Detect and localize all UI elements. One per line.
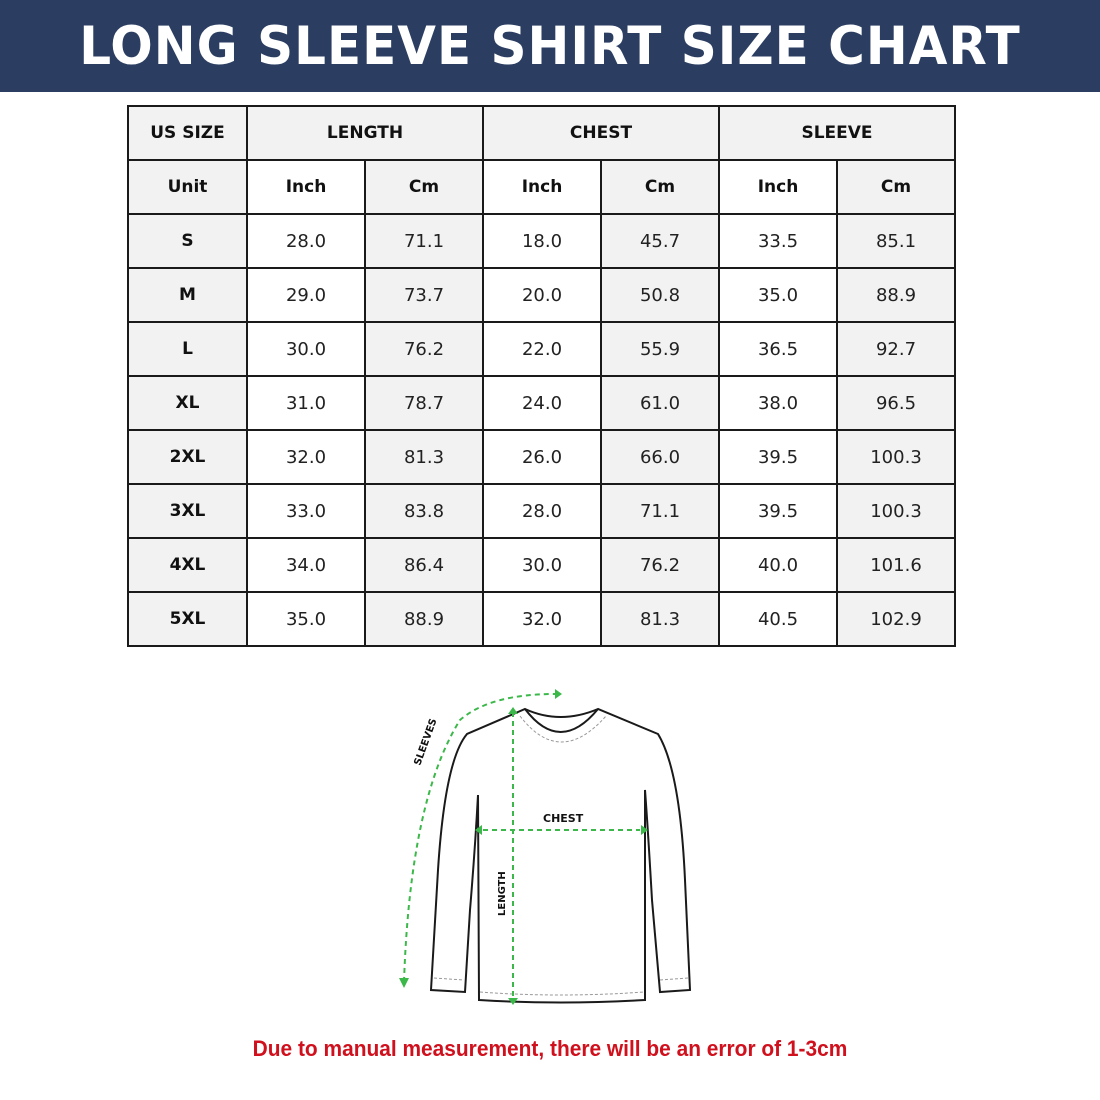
value-cell: 83.8	[364, 483, 484, 539]
value-cell: 55.9	[600, 321, 720, 377]
size-cell: M	[127, 267, 248, 323]
value-cell: 102.9	[836, 591, 956, 647]
value-cell: 29.0	[246, 267, 366, 323]
header-row: US SIZE LENGTH CHEST SLEEVE	[127, 105, 956, 161]
table-row: 2XL 32.0 81.3 26.0 66.0 39.5 100.3	[127, 429, 956, 485]
size-cell: L	[127, 321, 248, 377]
size-cell: XL	[127, 375, 248, 431]
value-cell: 20.0	[482, 267, 602, 323]
value-cell: 31.0	[246, 375, 366, 431]
table-row: 5XL 35.0 88.9 32.0 81.3 40.5 102.9	[127, 591, 956, 647]
value-cell: 71.1	[600, 483, 720, 539]
value-cell: 100.3	[836, 429, 956, 485]
value-cell: 45.7	[600, 213, 720, 269]
value-cell: 81.3	[364, 429, 484, 485]
value-cell: 100.3	[836, 483, 956, 539]
shirt-outline	[429, 707, 692, 1004]
sleeves-label: SLEEVES	[412, 717, 439, 767]
value-cell: 88.9	[364, 591, 484, 647]
value-cell: 34.0	[246, 537, 366, 593]
size-cell: 3XL	[127, 483, 248, 539]
value-cell: 71.1	[364, 213, 484, 269]
table-row: XL 31.0 78.7 24.0 61.0 38.0 96.5	[127, 375, 956, 431]
unit-header: Inch	[246, 159, 366, 215]
unit-header: Cm	[600, 159, 720, 215]
unit-header: Cm	[836, 159, 956, 215]
value-cell: 30.0	[246, 321, 366, 377]
value-cell: 22.0	[482, 321, 602, 377]
unit-row: Unit Inch Cm Inch Cm Inch Cm	[127, 159, 956, 215]
value-cell: 30.0	[482, 537, 602, 593]
value-cell: 96.5	[836, 375, 956, 431]
value-cell: 101.6	[836, 537, 956, 593]
page-title: LONG SLEEVE SHIRT SIZE CHART	[79, 15, 1021, 77]
column-group-header: US SIZE	[127, 105, 248, 161]
size-cell: 5XL	[127, 591, 248, 647]
value-cell: 39.5	[718, 429, 838, 485]
value-cell: 28.0	[482, 483, 602, 539]
value-cell: 24.0	[482, 375, 602, 431]
unit-header: Unit	[127, 159, 248, 215]
value-cell: 86.4	[364, 537, 484, 593]
value-cell: 50.8	[600, 267, 720, 323]
value-cell: 88.9	[836, 267, 956, 323]
value-cell: 36.5	[718, 321, 838, 377]
table-row: S 28.0 71.1 18.0 45.7 33.5 85.1	[127, 213, 956, 269]
value-cell: 78.7	[364, 375, 484, 431]
table-row: 3XL 33.0 83.8 28.0 71.1 39.5 100.3	[127, 483, 956, 539]
value-cell: 18.0	[482, 213, 602, 269]
value-cell: 73.7	[364, 267, 484, 323]
unit-header: Inch	[482, 159, 602, 215]
value-cell: 92.7	[836, 321, 956, 377]
value-cell: 35.0	[246, 591, 366, 647]
value-cell: 76.2	[600, 537, 720, 593]
table-row: 4XL 34.0 86.4 30.0 76.2 40.0 101.6	[127, 537, 956, 593]
size-cell: 2XL	[127, 429, 248, 485]
unit-header: Inch	[718, 159, 838, 215]
chest-label: CHEST	[543, 812, 584, 825]
value-cell: 32.0	[246, 429, 366, 485]
table-row: L 30.0 76.2 22.0 55.9 36.5 92.7	[127, 321, 956, 377]
size-cell: 4XL	[127, 537, 248, 593]
column-group-header: CHEST	[482, 105, 720, 161]
table-row: M 29.0 73.7 20.0 50.8 35.0 88.9	[127, 267, 956, 323]
value-cell: 85.1	[836, 213, 956, 269]
value-cell: 26.0	[482, 429, 602, 485]
value-cell: 28.0	[246, 213, 366, 269]
value-cell: 39.5	[718, 483, 838, 539]
measurement-note: Due to manual measurement, there will be…	[252, 1036, 848, 1061]
size-cell: S	[127, 213, 248, 269]
shirt-diagram: SLEEVES CHEST LENGTH	[399, 689, 692, 1005]
value-cell: 81.3	[600, 591, 720, 647]
value-cell: 40.0	[718, 537, 838, 593]
column-group-header: SLEEVE	[718, 105, 956, 161]
value-cell: 32.0	[482, 591, 602, 647]
value-cell: 66.0	[600, 429, 720, 485]
length-label: LENGTH	[497, 871, 508, 916]
value-cell: 33.0	[246, 483, 366, 539]
value-cell: 38.0	[718, 375, 838, 431]
value-cell: 33.5	[718, 213, 838, 269]
title-banner: LONG SLEEVE SHIRT SIZE CHART	[0, 0, 1100, 92]
value-cell: 40.5	[718, 591, 838, 647]
measure-arrows	[403, 693, 640, 1000]
value-cell: 61.0	[600, 375, 720, 431]
value-cell: 35.0	[718, 267, 838, 323]
column-group-header: LENGTH	[246, 105, 484, 161]
value-cell: 76.2	[364, 321, 484, 377]
unit-header: Cm	[364, 159, 484, 215]
size-table: US SIZE LENGTH CHEST SLEEVE Unit Inch Cm Inch Cm…	[127, 105, 956, 647]
